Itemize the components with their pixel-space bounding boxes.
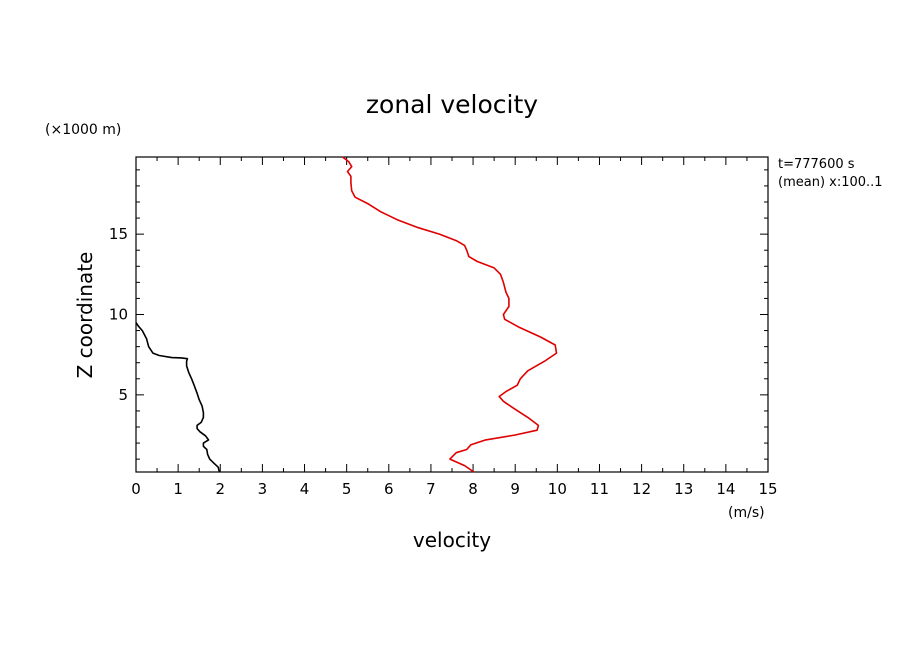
y-axis-unit: (×1000 m) [45, 122, 121, 138]
y-tick-label: 15 [109, 225, 128, 243]
x-axis-unit: (m/s) [728, 505, 765, 521]
x-tick-label: 3 [258, 480, 268, 498]
x-tick-label: 4 [300, 480, 310, 498]
chart-title: zonal velocity [366, 90, 538, 119]
x-tick-label: 1 [173, 480, 183, 498]
x-tick-label: 11 [590, 480, 609, 498]
red-velocity-line [342, 156, 558, 473]
x-tick-label: 7 [426, 480, 436, 498]
mean-range-annotation: (mean) x:100..1 [778, 175, 883, 190]
time-annotation: t=777600 s [778, 157, 855, 172]
plot-frame [135, 156, 769, 473]
x-tick-label: 13 [674, 480, 693, 498]
x-tick-label: 2 [215, 480, 225, 498]
axis-ticks [135, 157, 769, 472]
x-tick-label: 5 [342, 480, 352, 498]
series-layer [135, 156, 558, 473]
y-axis-title: Z coordinate [73, 252, 97, 379]
x-tick-label: 9 [510, 480, 520, 498]
x-tick-label: 15 [758, 480, 777, 498]
x-tick-label: 8 [468, 480, 478, 498]
x-tick-label: 12 [632, 480, 651, 498]
x-tick-label: 10 [548, 480, 567, 498]
x-tick-label: 0 [131, 480, 141, 498]
y-tick-label: 5 [118, 386, 128, 404]
x-tick-label: 14 [716, 480, 735, 498]
black-velocity-line [135, 322, 221, 473]
y-tick-label: 10 [109, 306, 128, 324]
x-axis-title: velocity [413, 528, 491, 552]
x-tick-label: 6 [384, 480, 394, 498]
